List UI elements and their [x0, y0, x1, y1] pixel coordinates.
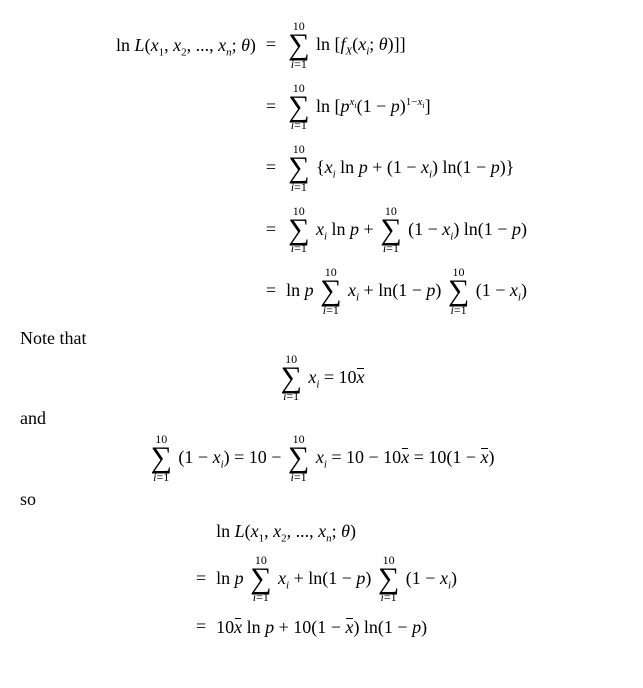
final-align-table: ln L(x1, x2, ..., xn; θ) = ln p 10 ∑ i=1…	[184, 514, 459, 644]
sum-symbol: 10 ∑ i=1	[378, 554, 399, 604]
lhs-text: ln L(x1, x2, ..., xn; θ)	[116, 35, 256, 56]
rhs-row2: 10 ∑ i=1 ln [pxi(1 − p)1−xi]	[284, 76, 529, 138]
note2-equation: 10 ∑ i=1 (1 − xi) = 10 − 10 ∑ i=1 xi = 1…	[20, 433, 623, 483]
eq-sign: =	[258, 137, 284, 199]
sum-symbol: 10 ∑ i=1	[280, 353, 301, 403]
eq-sign: =	[258, 260, 284, 322]
rhs1-text: ln [fX(xi; θ)]]	[316, 34, 406, 55]
rhs-row1: 10 ∑ i=1 ln [fX(xi; θ)]]	[284, 14, 529, 76]
rhs-row4: 10 ∑ i=1 xi ln p + 10 ∑ i=1 (1 − xi) ln(…	[284, 199, 529, 261]
final-lhs: ln L(x1, x2, ..., xn; θ)	[214, 514, 459, 548]
sum-symbol: 10 ∑ i=1	[288, 20, 309, 70]
main-align-table: ln L(x1, x2, ..., xn; θ) = 10 ∑ i=1 ln […	[114, 14, 529, 322]
rhs2-text: ln [pxi(1 − p)1−xi]	[316, 96, 431, 117]
sum-symbol: 10 ∑ i=1	[320, 266, 341, 316]
note1-rhs: xi = 10x	[308, 367, 364, 388]
lhs-cell: ln L(x1, x2, ..., xn; θ)	[114, 14, 258, 76]
rhs-row3: 10 ∑ i=1 {xi ln p + (1 − xi) ln(1 − p)}	[284, 137, 529, 199]
sum-symbol: 10 ∑ i=1	[288, 143, 309, 193]
and-text: and	[20, 408, 623, 429]
rhs-row5: ln p 10 ∑ i=1 xi + ln(1 − p) 10 ∑ i=1 (1…	[284, 260, 529, 322]
eq-sign: =	[188, 548, 214, 610]
sum-bot: i=1	[288, 58, 309, 70]
sum-symbol: 10 ∑ i=1	[151, 433, 172, 483]
sum-symbol: 10 ∑ i=1	[250, 554, 271, 604]
so-text: so	[20, 489, 623, 510]
eq-sign: =	[188, 609, 214, 643]
sum-symbol: 10 ∑ i=1	[288, 82, 309, 132]
main-equation-block: ln L(x1, x2, ..., xn; θ) = 10 ∑ i=1 ln […	[20, 14, 623, 322]
final-row2: 10x ln p + 10(1 − x) ln(1 − p)	[214, 609, 459, 643]
eq-sign: =	[258, 199, 284, 261]
sum-symbol: 10 ∑ i=1	[448, 266, 469, 316]
sum-symbol: 10 ∑ i=1	[288, 205, 309, 255]
eq-sign: =	[258, 14, 284, 76]
final-row1: ln p 10 ∑ i=1 xi + ln(1 − p) 10 ∑ i=1 (1…	[214, 548, 459, 610]
note-that-text: Note that	[20, 328, 623, 349]
eq-sign: =	[258, 76, 284, 138]
note1-equation: 10 ∑ i=1 xi = 10x	[20, 353, 623, 403]
sum-symbol: 10 ∑ i=1	[380, 205, 401, 255]
final-equation-block: ln L(x1, x2, ..., xn; θ) = ln p 10 ∑ i=1…	[20, 514, 623, 644]
sum-symbol: 10 ∑ i=1	[288, 433, 309, 483]
rhs3-text: {xi ln p + (1 − xi) ln(1 − p)}	[316, 157, 514, 178]
